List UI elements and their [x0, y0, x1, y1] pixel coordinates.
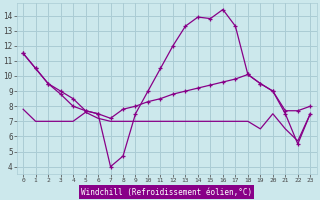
X-axis label: Windchill (Refroidissement éolien,°C): Windchill (Refroidissement éolien,°C) — [81, 188, 252, 197]
